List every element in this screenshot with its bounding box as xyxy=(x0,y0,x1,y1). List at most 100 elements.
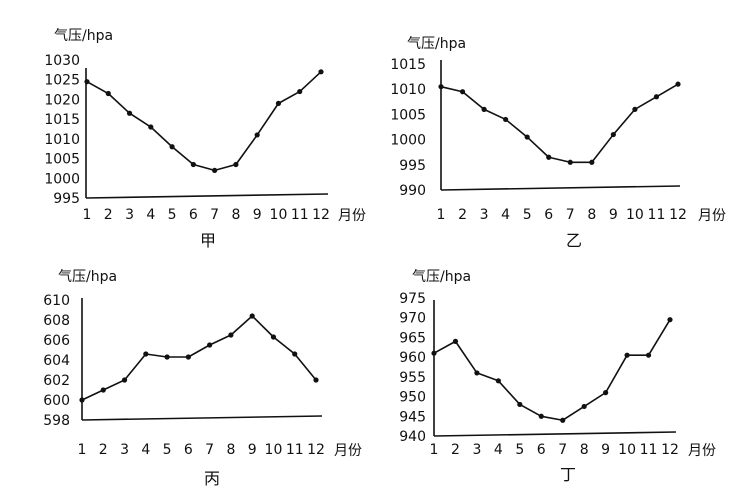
chart-title: 丙 xyxy=(204,469,220,488)
data-point xyxy=(297,88,303,95)
data-point xyxy=(431,350,437,356)
data-point xyxy=(164,354,170,360)
chart-title: 甲 xyxy=(200,231,216,250)
data-point xyxy=(610,131,616,138)
data-point xyxy=(546,154,552,160)
data-point xyxy=(292,351,298,357)
y-tick-label: 1005 xyxy=(390,107,426,123)
x-tick-label: 8 xyxy=(587,207,596,223)
x-tick-label: 12 xyxy=(312,207,330,223)
x-tick-label: 4 xyxy=(494,442,503,458)
x-axis-label: 月份 xyxy=(688,443,716,459)
x-tick-label: 3 xyxy=(120,442,129,458)
x-tick-label: 1 xyxy=(83,207,92,223)
y-tick-label: 604 xyxy=(43,353,70,369)
x-tick-label: 2 xyxy=(451,442,460,458)
x-tick-label: 1 xyxy=(78,442,87,458)
x-tick-label: 1 xyxy=(430,442,439,458)
x-tick-label: 10 xyxy=(626,207,644,223)
data-point xyxy=(538,413,544,419)
chart-panel-jia: 气压/hpa 月份 甲 1030102510201015101010051000… xyxy=(44,28,366,250)
y-tick-label: 965 xyxy=(399,330,426,346)
x-axis-label: 月份 xyxy=(334,443,362,459)
data-point xyxy=(185,354,191,360)
y-tick-label: 990 xyxy=(399,183,426,199)
x-tick-label: 3 xyxy=(472,442,481,458)
x-tick-label: 5 xyxy=(163,442,172,458)
x-tick-label: 7 xyxy=(566,207,575,223)
y-tick-label: 1000 xyxy=(390,133,426,149)
x-tick-label: 9 xyxy=(253,207,262,223)
data-point xyxy=(589,159,595,165)
y-tick-label: 1015 xyxy=(390,57,426,73)
data-point xyxy=(581,403,587,410)
data-point xyxy=(667,317,673,323)
chart-title: 丁 xyxy=(560,465,576,484)
data-point xyxy=(100,387,106,393)
x-axis-label: 月份 xyxy=(698,208,726,224)
x-tick-label: 2 xyxy=(458,207,467,223)
data-point xyxy=(84,79,90,85)
y-tick-label: 1025 xyxy=(44,73,80,89)
x-tick-label: 6 xyxy=(189,207,198,223)
x-tick-label: 5 xyxy=(523,207,532,223)
data-point xyxy=(121,377,128,383)
x-tick-label: 5 xyxy=(168,207,177,223)
data-point xyxy=(452,338,459,344)
y-tick-label: 608 xyxy=(43,313,70,329)
y-tick-label: 955 xyxy=(399,370,426,386)
data-point xyxy=(645,352,652,358)
x-tick-label: 7 xyxy=(210,207,219,223)
data-point xyxy=(675,81,681,87)
data-point xyxy=(503,116,509,123)
x-tick-label: 11 xyxy=(648,207,666,223)
y-tick-label: 995 xyxy=(399,158,426,174)
y-tick-label: 945 xyxy=(399,409,426,425)
y-axis-label: 气压/hpa xyxy=(407,36,466,52)
data-point xyxy=(148,124,154,130)
data-point xyxy=(207,342,213,348)
x-tick-label: 8 xyxy=(231,207,240,223)
data-point xyxy=(270,334,277,340)
data-point xyxy=(126,110,133,116)
data-point xyxy=(212,167,218,173)
data-point xyxy=(233,161,239,168)
x-tick-label: 2 xyxy=(99,442,108,458)
series-line xyxy=(440,83,679,164)
data-point xyxy=(249,313,255,319)
y-tick-label: 606 xyxy=(43,333,70,349)
x-tick-label: 12 xyxy=(669,207,687,223)
y-tick-label: 970 xyxy=(399,311,426,327)
x-tick-label: 6 xyxy=(184,442,193,458)
x-tick-label: 2 xyxy=(104,207,113,223)
data-point xyxy=(275,100,282,106)
x-tick-label: 4 xyxy=(146,207,155,223)
x-tick-label: 9 xyxy=(601,442,610,458)
x-tick-label: 5 xyxy=(515,442,524,458)
data-point xyxy=(517,401,523,408)
x-tick-label: 3 xyxy=(125,207,134,223)
data-point xyxy=(524,134,530,140)
data-point xyxy=(474,370,480,376)
y-tick-label: 600 xyxy=(43,393,70,409)
x-tick-label: 9 xyxy=(609,207,618,223)
y-tick-label: 1020 xyxy=(44,92,80,108)
data-point xyxy=(632,106,638,112)
series-line xyxy=(433,319,671,422)
y-tick-label: 1015 xyxy=(44,112,80,128)
y-tick-label: 960 xyxy=(399,350,426,366)
y-tick-label: 1010 xyxy=(44,132,80,148)
data-point xyxy=(624,352,630,358)
x-tick-label: 8 xyxy=(580,442,589,458)
data-point xyxy=(169,144,175,150)
data-point xyxy=(603,390,609,396)
data-point xyxy=(560,417,566,423)
x-tick-label: 10 xyxy=(618,442,636,458)
x-tick-label: 11 xyxy=(640,442,658,458)
x-tick-label: 7 xyxy=(558,442,567,458)
x-tick-label: 6 xyxy=(544,207,553,223)
data-point xyxy=(567,159,573,165)
data-point xyxy=(254,132,260,138)
